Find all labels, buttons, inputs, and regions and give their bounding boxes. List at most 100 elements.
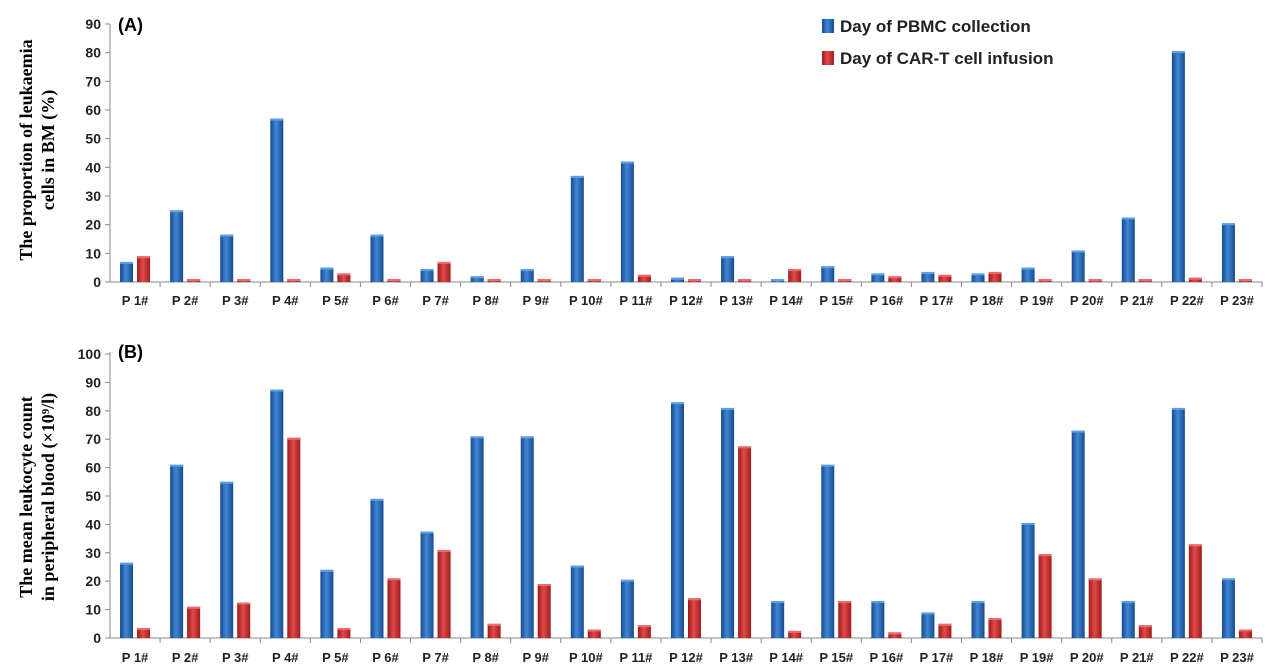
panel-b-bar-pbmc: [1171, 407, 1185, 638]
panel-b-bar-pbmc: [520, 436, 534, 638]
panel-b-bar-car-t: [487, 623, 501, 638]
panel-a-bar-cap-car-t: [187, 279, 201, 282]
panel-b-bar-car-t: [1038, 554, 1052, 638]
panel-b-x-tick-label: P 8#: [472, 650, 499, 665]
panel-a-x-tick-label: P 19#: [1020, 293, 1055, 308]
panel-b-bar-cap-car-t: [637, 625, 651, 628]
panel-a-y-ticks: 0 10 20 30 40 50 60 70 80 90: [85, 16, 110, 290]
panel-b-x-tick-label: P 2#: [172, 650, 199, 665]
legend: Day of PBMC collection Day of CAR-T cell…: [822, 17, 1053, 68]
panel-a-bar-pbmc: [470, 276, 484, 282]
panel-b-bar-cap-pbmc: [570, 565, 584, 568]
panel-a-bar-pbmc: [570, 175, 584, 282]
panel-b-x-tick-label: P 6#: [372, 650, 399, 665]
panel-a-x-tick-label: P 1#: [122, 293, 149, 308]
panel-b-bar-pbmc: [1071, 430, 1085, 638]
panel-b-bar-cap-car-t: [888, 632, 902, 635]
panel-b-label: (B): [118, 342, 143, 362]
panel-a-y-tick-label: 30: [85, 188, 101, 204]
panel-b-bar-cap-car-t: [437, 549, 451, 552]
panel-b-bar-cap-pbmc: [821, 464, 835, 467]
panel-a-bar-cap-car-t: [688, 279, 701, 282]
panel-b-bar-car-t: [888, 632, 902, 638]
panel-b-bar-pbmc: [420, 531, 434, 638]
panel-a-bar-cap-car-t: [587, 279, 601, 282]
panel-b-x-tick-label: P 14#: [769, 650, 804, 665]
panel-a-bar-car-t: [788, 269, 802, 282]
panel-b-bar-car-t: [1188, 544, 1202, 638]
panel-a-label: (A): [118, 15, 143, 35]
panel-a-bar-cap-pbmc: [370, 234, 384, 237]
panel-a-bar-pbmc: [320, 267, 334, 282]
panel-a-y-tick-label: 80: [85, 45, 101, 61]
panel-a-bar-pbmc: [370, 234, 384, 282]
panel-b-bar-cap-pbmc: [620, 579, 634, 582]
panel-a-bar-cap-pbmc: [771, 279, 785, 282]
panel-b-bar-cap-pbmc: [971, 601, 985, 604]
panel-b-bar-cap-car-t: [287, 437, 301, 440]
panel-b-y-tick-label: 0: [93, 630, 101, 646]
panel-a-bar-cap-car-t: [437, 261, 451, 264]
panel-b-x-tick-label: P 17#: [920, 650, 955, 665]
panel-a-bar-cap-car-t: [1238, 279, 1252, 282]
panel-b-bar-car-t: [587, 629, 601, 638]
legend-label-pbmc: Day of PBMC collection: [840, 17, 1031, 36]
panel-b-bar-pbmc: [120, 562, 134, 638]
panel-b-bar-cap-car-t: [988, 618, 1002, 621]
panel-b-bar-pbmc: [620, 579, 634, 638]
panel-a-y-tick-label: 40: [85, 159, 101, 175]
panel-b-bar-car-t: [187, 606, 201, 638]
panel-b-bar-pbmc: [871, 601, 885, 638]
panel-b-x-tick-label: P 7#: [422, 650, 449, 665]
panel-a-bar-cap-pbmc: [270, 118, 284, 121]
panel-b-bar-car-t: [738, 446, 752, 638]
panel-b-bar-pbmc: [821, 464, 835, 638]
legend-swatch-pbmc: [822, 19, 834, 33]
panel-a-ylabel-line1: The proportion of leukaemia: [16, 39, 36, 260]
panel-b-bar-cap-car-t: [788, 630, 802, 633]
panel-b-bar-car-t: [838, 601, 852, 638]
panel-a-bar-pbmc: [871, 273, 885, 282]
panel-b-x-tick-label: P 11#: [619, 650, 653, 665]
panel-a-x-tick-label: P 3#: [222, 293, 249, 308]
panel-b-bar-cap-pbmc: [1221, 578, 1235, 581]
panel-a-bar-pbmc: [420, 269, 434, 282]
panel-b-bar-cap-pbmc: [721, 407, 735, 410]
panel-a-bar-cap-car-t: [537, 279, 551, 282]
panel-b-bar-pbmc: [1221, 578, 1235, 638]
panel-b-bar-cap-pbmc: [270, 389, 284, 392]
panel-b-bar-pbmc: [921, 612, 935, 638]
panel-a-bar-cap-car-t: [1188, 277, 1202, 280]
panel-b-x-tick-label: P 21#: [1120, 650, 1155, 665]
panel-a-bars: [120, 51, 1252, 282]
panel-b-x-tick-label: P 5#: [322, 650, 349, 665]
panel-a-bar-pbmc: [921, 271, 935, 282]
panel-a-x-tick-label: P 15#: [819, 293, 854, 308]
panel-b-bar-cap-car-t: [838, 601, 852, 604]
panel-a-x-tick-label: P 7#: [422, 293, 449, 308]
panel-a-bar-cap-pbmc: [1021, 267, 1035, 270]
panel-a: (A) The proportion of leukaemia cells in…: [16, 15, 1263, 308]
panel-a-bar-pbmc: [671, 277, 684, 282]
panel-b-ylabel-line2: in peripheral blood (×10⁹/l): [38, 393, 59, 601]
panel-b-bar-pbmc: [1121, 601, 1135, 638]
panel-a-x-tick-label: P 2#: [172, 293, 199, 308]
panel-a-bar-car-t: [137, 256, 151, 282]
panel-a-x-tick-label: P 22#: [1170, 293, 1205, 308]
panel-b-bar-cap-car-t: [137, 628, 151, 631]
panel-b-y-tick-label: 40: [85, 516, 101, 532]
panel-a-bar-pbmc: [520, 269, 534, 282]
panel-b-x-tick-label: P 12#: [669, 650, 704, 665]
panel-a-bar-cap-pbmc: [821, 266, 835, 269]
panel-a-x-tick-label: P 13#: [719, 293, 754, 308]
panel-b-y-tick-label: 50: [85, 488, 101, 504]
panel-a-bar-cap-pbmc: [170, 210, 184, 213]
panel-a-bar-cap-car-t: [1088, 279, 1102, 282]
panel-b-bar-car-t: [1238, 629, 1252, 638]
panel-a-bar-pbmc: [1121, 217, 1135, 282]
panel-a-bar-pbmc: [220, 234, 234, 282]
panel-b-ylabel-line1: The mean leukocyte count: [16, 396, 36, 598]
panel-b-bar-cap-car-t: [1138, 625, 1152, 628]
panel-a-y-tick-label: 60: [85, 102, 101, 118]
